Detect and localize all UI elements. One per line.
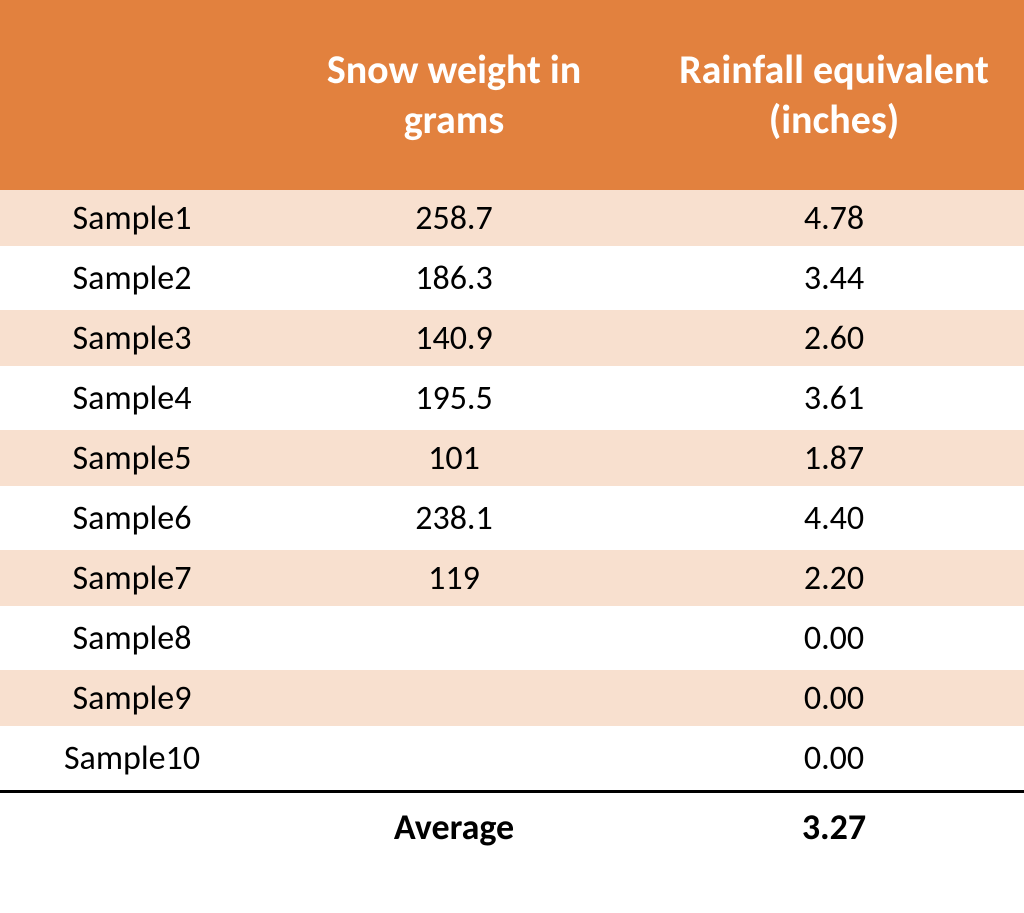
table-row: Sample2186.33.44 [0,250,1024,310]
header-cell-rain: Rainfall equivalent (inches) [644,35,1024,155]
sample-label: Sample9 [0,670,264,726]
snow-weight-value: 195.5 [264,370,644,426]
rainfall-value: 2.60 [644,310,1024,366]
snow-weight-value [264,670,644,726]
sample-label: Sample2 [0,250,264,306]
table-row: Sample8 0.00 [0,610,1024,670]
sample-label: Sample5 [0,430,264,486]
table-row: Sample6238.14.40 [0,490,1024,550]
sample-label: Sample4 [0,370,264,426]
snow-weight-value: 186.3 [264,250,644,306]
sample-label: Sample10 [0,730,264,786]
sample-label: Sample7 [0,550,264,606]
table-row: Sample10 0.00 [0,730,1024,790]
header-cell-blank [0,85,264,105]
snow-weight-value: 258.7 [264,190,644,246]
table-header-row: Snow weight in grams Rainfall equivalent… [0,0,1024,190]
snow-weight-value: 119 [264,550,644,606]
table-row: Sample1258.74.78 [0,190,1024,250]
table-row: Sample4195.53.61 [0,370,1024,430]
snow-weight-value [264,610,644,666]
sample-label: Sample8 [0,610,264,666]
rainfall-value: 3.44 [644,250,1024,306]
footer-cell-average-label: Average [264,805,644,849]
rainfall-value: 1.87 [644,430,1024,486]
rainfall-value: 4.78 [644,190,1024,246]
table-footer-row: Average 3.27 [0,790,1024,860]
header-cell-weight: Snow weight in grams [264,35,644,155]
snow-weight-value [264,730,644,786]
rainfall-value: 3.61 [644,370,1024,426]
rainfall-value: 0.00 [644,670,1024,726]
snow-rainfall-table: Snow weight in grams Rainfall equivalent… [0,0,1024,860]
rainfall-value: 0.00 [644,730,1024,786]
sample-label: Sample1 [0,190,264,246]
footer-cell-average-value: 3.27 [644,805,1024,849]
rainfall-value: 0.00 [644,610,1024,666]
sample-label: Sample3 [0,310,264,366]
snow-weight-value: 101 [264,430,644,486]
snow-weight-value: 140.9 [264,310,644,366]
snow-weight-value: 238.1 [264,490,644,546]
sample-label: Sample6 [0,490,264,546]
rainfall-value: 2.20 [644,550,1024,606]
rainfall-value: 4.40 [644,490,1024,546]
table-row: Sample71192.20 [0,550,1024,610]
table-row: Sample9 0.00 [0,670,1024,730]
table-row: Sample3140.92.60 [0,310,1024,370]
table-row: Sample51011.87 [0,430,1024,490]
